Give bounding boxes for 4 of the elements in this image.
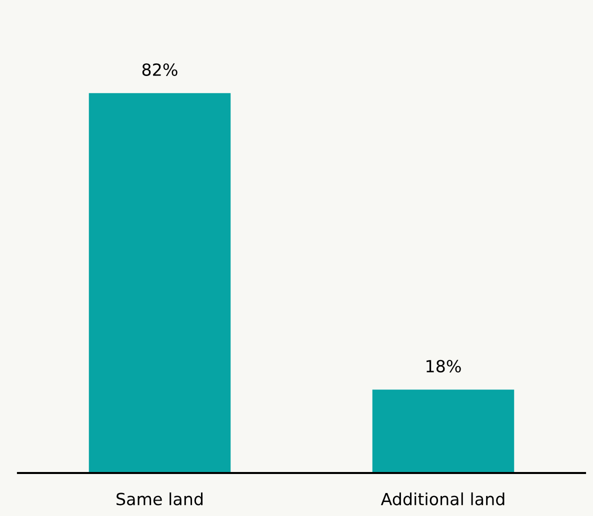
data-label: 18% bbox=[426, 360, 461, 372]
x-tick-label: Same land bbox=[116, 492, 203, 506]
x-tick-label: Additional land bbox=[380, 492, 504, 506]
data-label: 82% bbox=[142, 63, 178, 76]
